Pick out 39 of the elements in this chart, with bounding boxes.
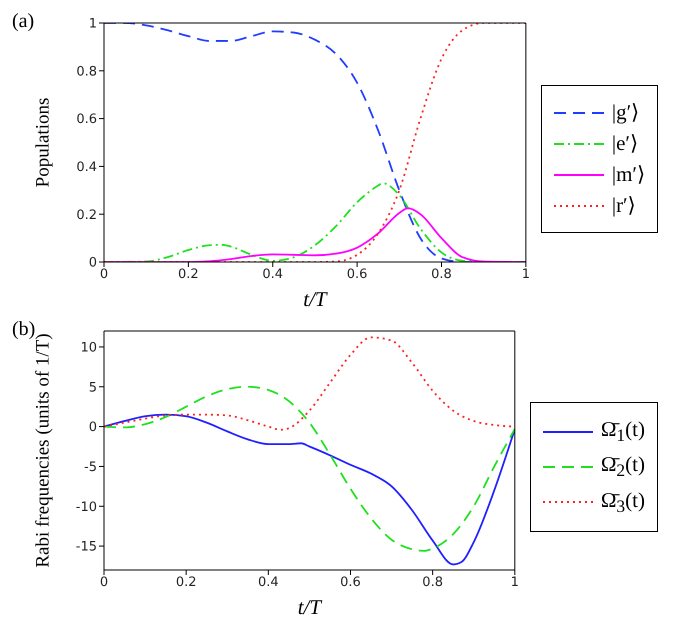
x-tick-label: 0.8 xyxy=(422,575,443,590)
legend-label: |r′⟩ xyxy=(612,193,636,217)
legend-label: Ω̄$_{3}$(t) xyxy=(600,488,645,516)
text: (a) xyxy=(12,10,34,33)
y-tick-label: 0.8 xyxy=(76,64,97,80)
legend-label: |g′⟩ xyxy=(612,100,640,124)
legend-label: |e′⟩ xyxy=(612,131,638,155)
x-tick-label: 0.6 xyxy=(340,575,361,590)
y-axis-title: Populations xyxy=(32,98,54,188)
legend-label: |m′⟩ xyxy=(612,162,645,186)
y-tick-label: 0.4 xyxy=(76,160,97,176)
x-tick-label: 0 xyxy=(100,575,108,590)
x-tick-label: 0.4 xyxy=(258,575,279,590)
line-series xyxy=(104,386,515,552)
legend-label: Ω̄$_{2}$(t) xyxy=(600,452,645,481)
x-tick-label: 1 xyxy=(510,575,519,590)
y-tick-label: -15 xyxy=(76,540,97,555)
x-tick-label: 0.4 xyxy=(262,267,284,282)
y-tick-label: -10 xyxy=(76,500,97,515)
y-tick-label: 0 xyxy=(88,256,97,271)
y-tick-label: 10 xyxy=(80,340,97,356)
x-tick-label: 1 xyxy=(522,267,530,282)
x-axis-title: t/T xyxy=(298,595,322,619)
y-tick-label: 0.2 xyxy=(76,208,97,223)
text: (b) xyxy=(12,318,36,341)
x-axis-title: t/T xyxy=(303,287,328,311)
y-tick-label: 5 xyxy=(88,380,97,396)
y-tick-label: 0 xyxy=(88,420,97,436)
y-tick-label: 0.6 xyxy=(76,112,97,128)
y-tick-label: 1 xyxy=(88,16,97,32)
y-axis-title: Rabi frequencies (units of 1/T) xyxy=(32,333,54,568)
line-series xyxy=(104,414,515,566)
x-tick-label: 0.8 xyxy=(431,267,452,282)
x-tick-label: 0 xyxy=(100,267,108,282)
x-tick-label: 0.2 xyxy=(178,267,199,282)
legend-label: Ω̄$_{1}$(t) xyxy=(600,417,645,446)
x-tick-label: 0.2 xyxy=(176,575,197,590)
x-tick-label: 0.6 xyxy=(346,267,368,282)
y-tick-label: -5 xyxy=(84,460,97,476)
